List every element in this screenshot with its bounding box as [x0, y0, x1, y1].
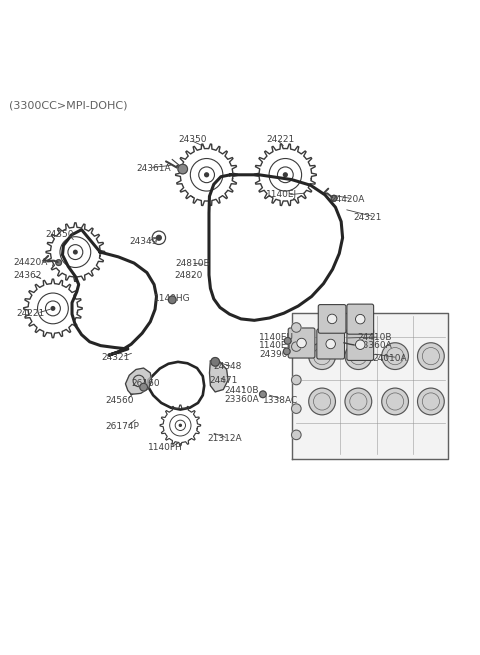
Circle shape — [309, 388, 336, 415]
Text: 1140ET: 1140ET — [259, 341, 293, 350]
FancyBboxPatch shape — [347, 304, 373, 334]
Circle shape — [283, 172, 288, 178]
Circle shape — [73, 250, 78, 255]
Circle shape — [204, 172, 209, 178]
FancyBboxPatch shape — [317, 329, 345, 359]
Text: 26174P: 26174P — [106, 422, 139, 431]
Text: 1338AC: 1338AC — [263, 396, 298, 405]
Text: 23360A: 23360A — [225, 394, 260, 403]
Circle shape — [283, 348, 290, 355]
Polygon shape — [291, 313, 447, 458]
Circle shape — [356, 340, 365, 350]
Circle shape — [309, 343, 336, 369]
Text: 24390: 24390 — [259, 350, 288, 359]
Text: 1140EJ: 1140EJ — [266, 191, 298, 199]
Text: 24560: 24560 — [106, 396, 134, 405]
Text: 23360A: 23360A — [357, 341, 392, 350]
Text: 24810B: 24810B — [176, 259, 210, 268]
Text: 24321: 24321 — [354, 214, 382, 222]
Circle shape — [168, 296, 176, 304]
Circle shape — [291, 342, 301, 351]
Circle shape — [418, 388, 444, 415]
Polygon shape — [209, 361, 228, 392]
Text: 24362: 24362 — [13, 271, 42, 280]
Circle shape — [291, 404, 301, 413]
Text: 21312A: 21312A — [207, 434, 242, 443]
Polygon shape — [125, 368, 152, 394]
Circle shape — [284, 337, 291, 345]
Text: 24410B: 24410B — [357, 333, 391, 341]
Text: 26160: 26160 — [131, 379, 160, 388]
Text: (3300CC>MPI-DOHC): (3300CC>MPI-DOHC) — [9, 101, 127, 111]
Circle shape — [382, 343, 408, 369]
Circle shape — [50, 306, 55, 311]
Text: 24221: 24221 — [17, 309, 45, 318]
Text: 1140HG: 1140HG — [154, 294, 191, 303]
Circle shape — [356, 314, 365, 324]
Text: 24361A: 24361A — [136, 164, 170, 173]
Circle shape — [382, 388, 408, 415]
Text: 24820: 24820 — [174, 271, 203, 280]
FancyBboxPatch shape — [347, 329, 373, 360]
Text: 24321: 24321 — [102, 352, 130, 362]
Circle shape — [140, 383, 147, 391]
Circle shape — [211, 358, 219, 366]
Circle shape — [345, 388, 372, 415]
Circle shape — [156, 235, 161, 240]
Circle shape — [291, 375, 301, 384]
Circle shape — [345, 343, 372, 369]
Circle shape — [327, 314, 337, 324]
FancyBboxPatch shape — [288, 328, 315, 358]
Text: 24471: 24471 — [209, 377, 237, 385]
Text: 24348: 24348 — [214, 362, 242, 371]
Circle shape — [291, 430, 301, 440]
Circle shape — [297, 338, 306, 348]
Text: 24010A: 24010A — [372, 354, 408, 363]
Text: 24420A: 24420A — [13, 257, 48, 267]
FancyBboxPatch shape — [318, 305, 346, 333]
Circle shape — [331, 195, 337, 201]
Circle shape — [326, 339, 336, 348]
Text: 24350: 24350 — [45, 230, 74, 239]
Text: 24221: 24221 — [266, 136, 295, 145]
Text: 24349: 24349 — [129, 237, 157, 246]
Circle shape — [260, 391, 266, 398]
Circle shape — [179, 424, 182, 427]
Circle shape — [178, 164, 188, 174]
Circle shape — [418, 343, 444, 369]
Circle shape — [291, 323, 301, 332]
Text: 24420A: 24420A — [331, 195, 365, 204]
Text: 24350: 24350 — [178, 136, 206, 145]
Text: 1140EU: 1140EU — [259, 333, 294, 341]
Circle shape — [56, 260, 61, 265]
Text: 24410B: 24410B — [225, 386, 259, 395]
Text: 1140FH: 1140FH — [148, 443, 183, 452]
